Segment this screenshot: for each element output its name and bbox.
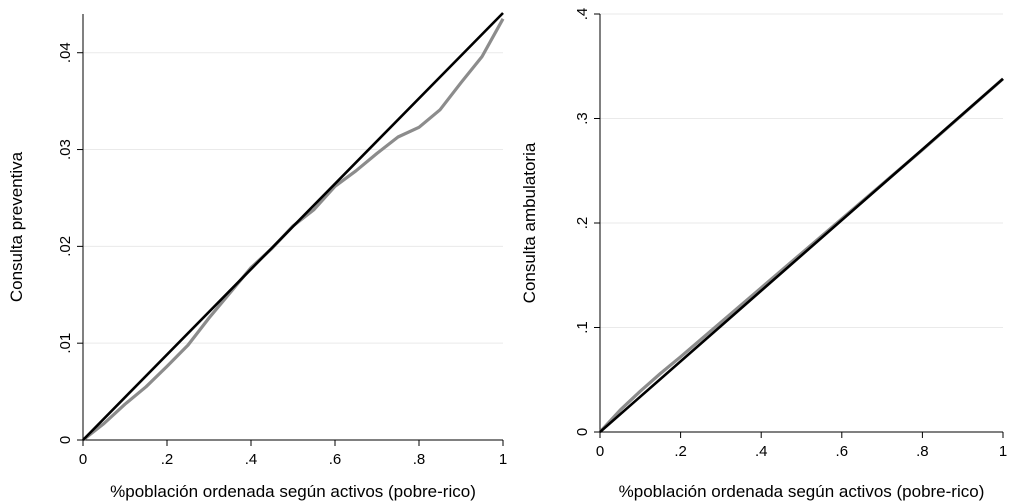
y-tick-label: .3 xyxy=(574,112,591,125)
x-tick-label: 1 xyxy=(499,451,507,468)
chart-left-svg: 0 .01 .02 .03 .04 0 .2 .4 .6 .8 1 Consulta preventi… xyxy=(7,12,507,501)
x-tick-label: .8 xyxy=(916,443,929,460)
chart-panel-left: 0 .01 .02 .03 .04 0 .2 .4 .6 .8 1 Consulta preventi… xyxy=(7,12,507,501)
equality-line xyxy=(599,77,1004,433)
x-tick-label: 0 xyxy=(79,451,87,468)
x-tick-label: 1 xyxy=(999,443,1007,460)
y-axis-title: Consulta ambulatoria xyxy=(520,142,539,303)
x-axis-title: %población ordenada según activos (pobre… xyxy=(619,482,985,501)
y-tick-label: .04 xyxy=(57,42,74,63)
y-axis-title: Consulta preventiva xyxy=(7,151,26,302)
y-tick-label: .1 xyxy=(574,321,591,334)
y-tick-label: .02 xyxy=(57,236,74,257)
x-tick-label: .6 xyxy=(836,443,849,460)
x-tick-label: .2 xyxy=(674,443,687,460)
equality-line xyxy=(82,12,504,441)
y-tick-label: .01 xyxy=(57,333,74,354)
x-tick-label: .6 xyxy=(329,451,342,468)
chart-right-svg: 0 .1 .2 .3 .4 0 .2 .4 .6 .8 1 Consulta ambulatoria%… xyxy=(520,8,1007,501)
y-tick-label: .2 xyxy=(574,217,591,230)
x-tick-label: 0 xyxy=(596,443,604,460)
x-tick-label: .8 xyxy=(413,451,426,468)
x-tick-label: .2 xyxy=(161,451,174,468)
chart-panel-right: 0 .1 .2 .3 .4 0 .2 .4 .6 .8 1 Consulta ambulatoria%… xyxy=(513,0,1026,502)
y-tick-label: .03 xyxy=(57,139,74,160)
y-tick-label: 0 xyxy=(574,428,591,436)
x-axis-title: %población ordenada según activos (pobre… xyxy=(110,482,476,501)
x-tick-label: .4 xyxy=(245,451,258,468)
x-tick-label: .4 xyxy=(755,443,768,460)
y-tick-label: .4 xyxy=(574,8,591,21)
y-tick-label: 0 xyxy=(57,436,74,444)
